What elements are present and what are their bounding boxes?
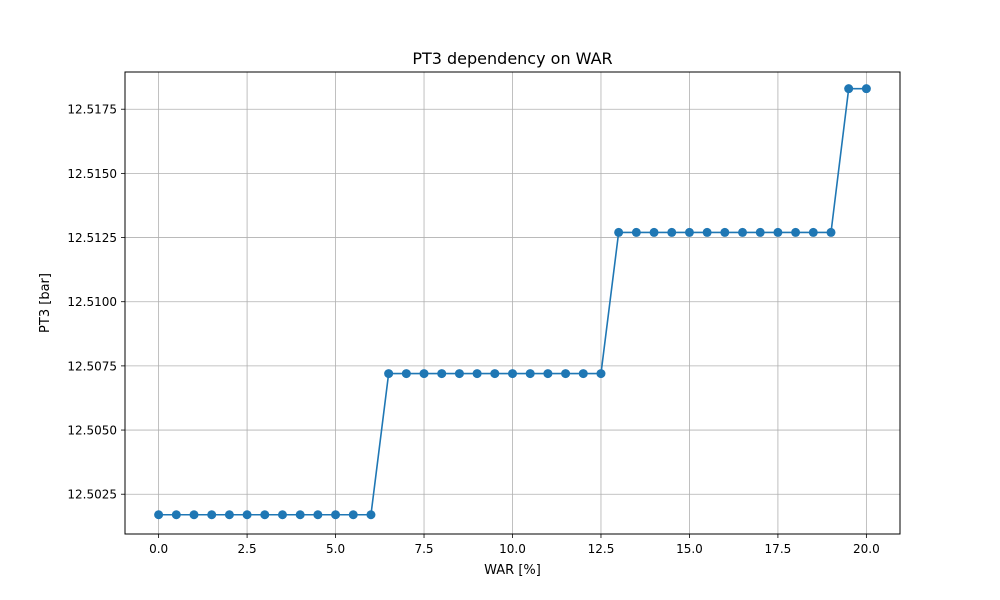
x-axis-label: WAR [%]	[484, 563, 541, 578]
x-tick-label: 2.5	[238, 542, 257, 556]
x-tick-label: 15.0	[676, 542, 703, 556]
data-point	[614, 227, 624, 237]
data-point	[260, 510, 270, 520]
data-point	[472, 369, 482, 379]
data-point	[738, 227, 748, 237]
x-tick-label: 10.0	[499, 542, 526, 556]
data-point	[419, 369, 429, 379]
data-point	[684, 227, 694, 237]
x-tick-label: 5.0	[326, 542, 345, 556]
data-point	[366, 510, 376, 520]
data-point	[791, 227, 801, 237]
data-point	[401, 369, 411, 379]
data-point	[773, 227, 783, 237]
y-tick-label: 12.5100	[67, 295, 117, 309]
data-point	[808, 227, 818, 237]
x-tick-label: 7.5	[414, 542, 433, 556]
data-point	[331, 510, 341, 520]
data-point	[277, 510, 287, 520]
data-point	[525, 369, 535, 379]
y-tick-label: 12.5150	[67, 167, 117, 181]
data-point	[154, 510, 164, 520]
y-axis-label: PT3 [bar]	[38, 273, 53, 333]
data-point	[189, 510, 199, 520]
data-point	[242, 510, 252, 520]
axis-ticks: 0.0 2.5 5.0 7.5 10.0 12.5 15.0 17.5 20.0 12.5025 1…	[67, 103, 879, 556]
x-tick-label: 17.5	[765, 542, 792, 556]
y-tick-label: 12.5025	[67, 488, 117, 502]
data-point	[295, 510, 305, 520]
data-point	[720, 227, 730, 237]
data-point	[755, 227, 765, 237]
series-layer	[154, 84, 871, 520]
data-point	[631, 227, 641, 237]
data-point	[702, 227, 712, 237]
data-point	[561, 369, 571, 379]
data-point	[171, 510, 181, 520]
y-tick-label: 12.5075	[67, 359, 117, 373]
data-point	[508, 369, 517, 379]
chart-title: PT3 dependency on WAR	[412, 49, 612, 68]
data-point	[543, 369, 553, 379]
data-point	[207, 510, 217, 520]
data-point	[578, 369, 588, 379]
x-tick-label: 12.5	[588, 542, 615, 556]
data-point	[348, 510, 358, 520]
data-point	[649, 227, 659, 237]
data-point	[667, 227, 677, 237]
y-tick-label: 12.5125	[67, 231, 117, 245]
data-point	[437, 369, 447, 379]
x-tick-label: 20.0	[853, 542, 880, 556]
grid	[125, 72, 900, 534]
x-tick-label: 0.0	[149, 542, 168, 556]
data-point	[490, 369, 500, 379]
data-point	[224, 510, 234, 520]
y-tick-label: 12.5175	[67, 103, 117, 117]
data-point	[384, 369, 394, 379]
y-tick-label: 12.5050	[67, 424, 117, 438]
data-point	[454, 369, 464, 379]
data-point	[826, 227, 836, 237]
data-point	[861, 84, 871, 94]
data-point	[844, 84, 854, 94]
data-point	[313, 510, 323, 520]
data-point	[596, 369, 606, 379]
